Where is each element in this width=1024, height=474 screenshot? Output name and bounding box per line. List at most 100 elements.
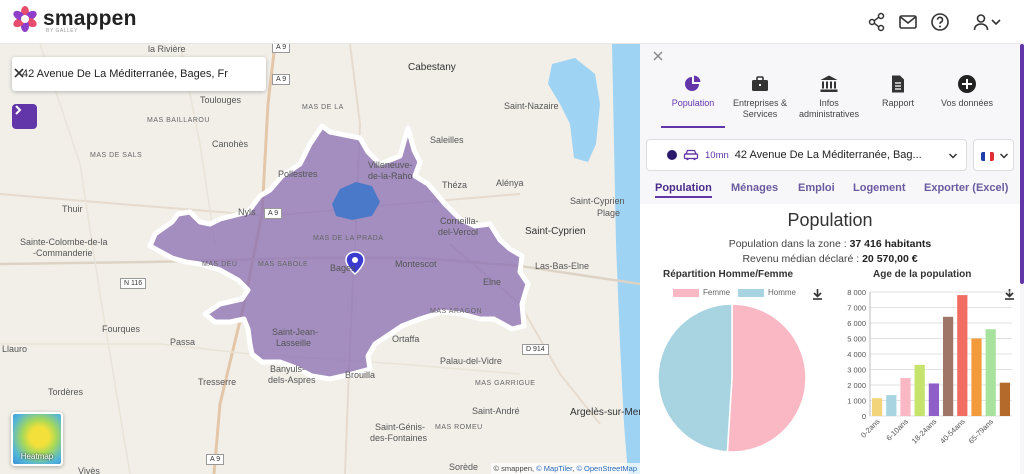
download-icon[interactable] bbox=[812, 288, 823, 300]
zone-selector[interactable]: 10mn 42 Avenue De La Méditerranée, Bag..… bbox=[646, 139, 967, 171]
analysis-panel: Population Entreprises & Services Infos … bbox=[640, 44, 1024, 474]
income-stat: Revenu médian déclaré : 20 570,00 € bbox=[640, 253, 1020, 265]
x-tick-label: 18-24ans bbox=[910, 417, 939, 446]
map-place-label: Ortaffa bbox=[392, 334, 420, 344]
map-place-label: Banyuls- bbox=[270, 364, 306, 374]
map-place-label: Plage bbox=[597, 208, 621, 218]
bar-3-5ans[interactable] bbox=[886, 395, 897, 416]
sea bbox=[612, 44, 640, 474]
map-place-label: Toulouges bbox=[200, 95, 242, 105]
nav-tab-rapport[interactable]: Rapport bbox=[876, 74, 920, 109]
map-place-label: MAS ROMEU bbox=[435, 424, 483, 431]
pie-slice-femme[interactable] bbox=[726, 303, 807, 453]
map-place-label: Argelès-sur-Mer bbox=[570, 407, 640, 418]
nav-tab-label: Rapport bbox=[881, 98, 915, 108]
pie-slice-homme[interactable] bbox=[657, 303, 733, 453]
road-number-badge: A 9 bbox=[272, 74, 291, 85]
subtab-population[interactable]: Population bbox=[655, 182, 712, 198]
help-icon[interactable] bbox=[930, 12, 950, 32]
nav-tab-vos-donnees[interactable]: Vos données bbox=[938, 74, 996, 109]
bar-18-24ans[interactable] bbox=[928, 383, 940, 416]
gender-chart-title: Répartition Homme/Femme bbox=[663, 269, 794, 280]
age-bar-chart[interactable]: 0 1 000 2 000 3 000 4 000 5 000 6 000 7 000 8 00… bbox=[830, 282, 1020, 474]
section-title: Population bbox=[787, 210, 873, 230]
attribution-maptiler-link[interactable]: © MapTiler bbox=[536, 464, 573, 473]
legend-femme[interactable]: Femme bbox=[673, 288, 730, 297]
population-content: Population Population dans la zone : 37 … bbox=[640, 204, 1020, 474]
subtab-exporter-excel[interactable]: Exporter (Excel) bbox=[924, 182, 1009, 194]
map-place-label: Nyls bbox=[238, 207, 256, 217]
attribution-separator: , bbox=[572, 464, 577, 473]
lake bbox=[332, 182, 380, 220]
map-place-label: Elne bbox=[483, 277, 502, 287]
user-icon[interactable] bbox=[972, 12, 992, 32]
nav-tab-entreprises[interactable]: Entreprises & Services bbox=[731, 74, 789, 120]
expand-panel-button[interactable] bbox=[12, 104, 37, 129]
map-place-label: MAS DE SALS bbox=[90, 152, 143, 159]
age-chart-title: Age de la population bbox=[873, 269, 972, 280]
map-place-label: Corneilla- bbox=[440, 216, 479, 226]
isochrone-zone bbox=[147, 123, 531, 382]
bar-80+ans[interactable] bbox=[999, 382, 1011, 416]
legend-homme[interactable]: Homme bbox=[738, 288, 796, 297]
x-tick-label: 40-54ans bbox=[938, 417, 967, 446]
road-number-badge: D 914 bbox=[522, 344, 549, 355]
briefcase-icon bbox=[752, 76, 768, 91]
car-icon bbox=[683, 149, 699, 161]
heatmap-toggle-button[interactable]: Heatmap bbox=[11, 412, 63, 466]
nav-tab-infos-administratives[interactable]: Infos administratives bbox=[797, 74, 861, 120]
map-view[interactable]: Cabestany Saint-Nazaire Toulouges MAS BAILL… bbox=[0, 44, 640, 474]
x-tick-label: 6-10ans bbox=[884, 417, 910, 443]
share-icon[interactable] bbox=[867, 12, 887, 32]
nav-tab-label: Population bbox=[671, 98, 715, 108]
map-canvas bbox=[0, 44, 640, 474]
chevron-down-icon[interactable] bbox=[990, 12, 1002, 32]
legend-label: Homme bbox=[768, 288, 797, 297]
map-place-label: Saint-Cyprien bbox=[525, 226, 586, 237]
map-place-label: MAS DE LA PRADA bbox=[313, 235, 384, 242]
heatmap-label: Heatmap bbox=[20, 452, 54, 461]
mail-icon[interactable] bbox=[898, 12, 918, 32]
chevron-down-icon[interactable] bbox=[948, 151, 958, 161]
gender-pie-chart[interactable] bbox=[656, 302, 808, 454]
bar-25-39ans[interactable] bbox=[942, 316, 954, 416]
panel-nav: Population Entreprises & Services Infos … bbox=[640, 74, 1020, 132]
map-place-label: MAS DEU bbox=[202, 261, 238, 268]
attribution-osm-link[interactable]: © OpenStreetMap bbox=[576, 464, 637, 473]
country-selector[interactable] bbox=[973, 139, 1014, 171]
y-tick-label: 2 000 bbox=[847, 381, 866, 390]
bar-0-2ans[interactable] bbox=[871, 398, 883, 416]
subtab-emploi[interactable]: Emploi bbox=[798, 182, 835, 194]
location-pin-icon[interactable] bbox=[345, 251, 365, 276]
nav-tab-population[interactable]: Population bbox=[667, 74, 719, 109]
brand-name: smappen bbox=[43, 7, 137, 30]
close-panel-icon[interactable] bbox=[652, 50, 664, 62]
panel-scrollbar[interactable] bbox=[1020, 44, 1024, 284]
bar-55-64ans[interactable] bbox=[971, 338, 982, 417]
address-search[interactable]: 42 Avenue De La Méditerranée, Bages, Fr bbox=[12, 57, 266, 91]
road-number-badge: A 9 bbox=[272, 44, 291, 53]
bar-11-17ans[interactable] bbox=[914, 364, 925, 416]
document-icon bbox=[892, 75, 904, 93]
x-tick-label: 65-79ans bbox=[967, 417, 996, 446]
close-icon[interactable] bbox=[12, 66, 26, 80]
map-place-label: Llauro bbox=[2, 344, 28, 354]
map-place-label: Saint-Génis- bbox=[375, 422, 426, 432]
logo[interactable]: smappen bbox=[12, 6, 137, 32]
address-search-value[interactable]: 42 Avenue De La Méditerranée, Bages, Fr bbox=[22, 68, 228, 80]
chevron-down-icon[interactable] bbox=[999, 151, 1009, 161]
map-place-label: Saint-Nazaire bbox=[504, 101, 559, 111]
bar-6-10ans[interactable] bbox=[900, 378, 911, 416]
y-tick-label: 0 bbox=[862, 412, 866, 421]
road-number-badge: A 9 bbox=[264, 208, 283, 219]
map-place-label: MAS BAILLAROU bbox=[147, 117, 210, 124]
bar-40-54ans[interactable] bbox=[957, 295, 968, 416]
bar-65-79ans[interactable] bbox=[985, 329, 996, 416]
map-place-label: de-la-Raho bbox=[368, 171, 413, 181]
subtab-menages[interactable]: Ménages bbox=[731, 182, 779, 194]
smappen-logo-icon bbox=[13, 6, 37, 32]
subtab-logement[interactable]: Logement bbox=[853, 182, 906, 194]
add-circle-icon bbox=[958, 75, 976, 93]
map-place-label: Villeneuve- bbox=[368, 160, 413, 170]
y-tick-label: 3 000 bbox=[847, 366, 866, 375]
